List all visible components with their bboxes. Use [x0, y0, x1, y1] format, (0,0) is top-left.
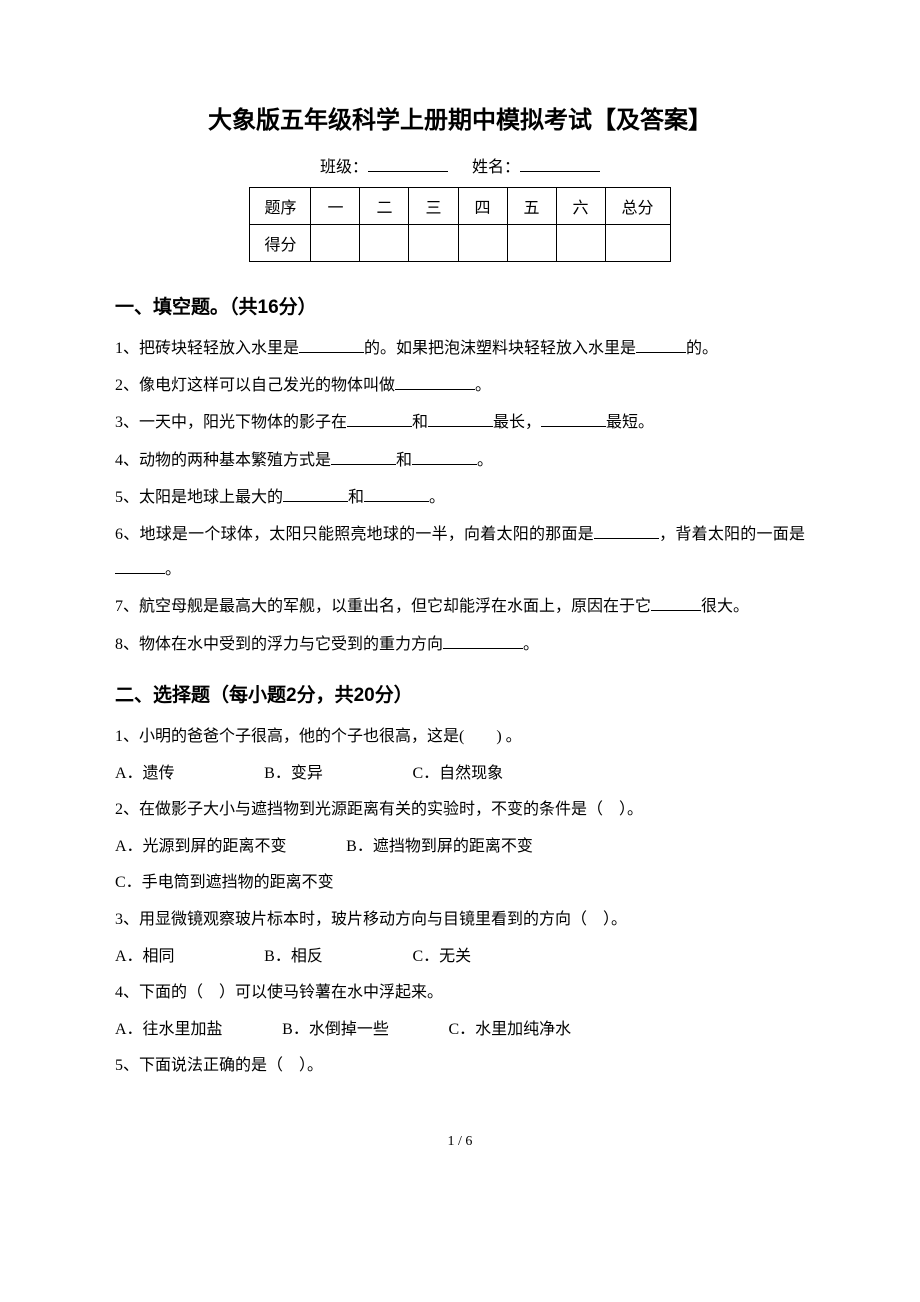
q-text: 的。如果把泡沫塑料块轻轻放入水里是: [364, 340, 636, 357]
score-cell[interactable]: [507, 225, 556, 262]
score-table-header-row: 题序 一 二 三 四 五 六 总分: [250, 188, 670, 225]
fill-blank[interactable]: [412, 449, 477, 465]
s1-q7: 7、航空母舰是最高大的军舰，以重出名，但它却能浮在水面上，原因在于它 很大。: [115, 589, 805, 624]
fill-blank[interactable]: [331, 449, 396, 465]
s1-q8: 8、物体在水中受到的浮力与它受到的重力方向 。: [115, 627, 805, 662]
q-text: 最长，: [493, 414, 541, 431]
option-b[interactable]: B．变异: [264, 756, 323, 791]
header-cell: 总分: [605, 188, 670, 225]
s2-q2-options: A．光源到屏的距离不变 B．遮挡物到屏的距离不变: [115, 829, 805, 865]
section1-heading: 一、填空题。（共16分）: [115, 292, 805, 319]
class-blank[interactable]: [368, 156, 448, 172]
exam-title: 大象版五年级科学上册期中模拟考试【及答案】: [115, 100, 805, 135]
fill-blank[interactable]: [541, 411, 606, 427]
header-cell: 五: [507, 188, 556, 225]
s1-q2: 2、像电灯这样可以自己发光的物体叫做 。: [115, 368, 805, 403]
s1-q4: 4、动物的两种基本繁殖方式是 和 。: [115, 443, 805, 478]
option-a[interactable]: A．往水里加盐: [115, 1012, 223, 1047]
fill-blank[interactable]: [364, 486, 429, 502]
q-text: 1、把砖块轻轻放入水里是: [115, 340, 299, 357]
q-text: 6、地球是一个球体，太阳只能照亮地球的一半，向着太阳的那面是: [115, 526, 594, 543]
option-b[interactable]: B．遮挡物到屏的距离不变: [346, 829, 533, 864]
fill-blank[interactable]: [283, 486, 348, 502]
s2-q1: 1、小明的爸爸个子很高，他的个子也很高，这是( ) 。: [115, 719, 805, 754]
option-a[interactable]: A．遗传: [115, 756, 175, 791]
s2-q3-options: A．相同 B．相反 C．无关: [115, 939, 805, 975]
q-text: 7、航空母舰是最高大的军舰，以重出名，但它却能浮在水面上，原因在于它: [115, 598, 651, 615]
score-cell[interactable]: [311, 225, 360, 262]
header-cell: 三: [409, 188, 458, 225]
s2-q5: 5、下面说法正确的是（ ）。: [115, 1048, 805, 1083]
q-text: 4、动物的两种基本繁殖方式是: [115, 452, 331, 469]
q-text: 3、一天中，阳光下物体的影子在: [115, 414, 347, 431]
fill-blank[interactable]: [347, 411, 412, 427]
q-text: 和: [412, 414, 428, 431]
s1-q1: 1、把砖块轻轻放入水里是 的。如果把泡沫塑料块轻轻放入水里是 的。: [115, 331, 805, 366]
score-label-cell: 得分: [250, 225, 311, 262]
option-c[interactable]: C．自然现象: [412, 756, 503, 791]
s2-q2-options-c: C．手电筒到遮挡物的距离不变: [115, 865, 805, 901]
header-cell: 四: [458, 188, 507, 225]
fill-blank[interactable]: [651, 595, 701, 611]
header-cell: 六: [556, 188, 605, 225]
fill-blank[interactable]: [594, 523, 659, 539]
s2-q4: 4、下面的（ ）可以使马铃薯在水中浮起来。: [115, 975, 805, 1010]
fill-blank[interactable]: [636, 337, 686, 353]
option-c[interactable]: C．无关: [412, 939, 471, 974]
s2-q1-options: A．遗传 B．变异 C．自然现象: [115, 756, 805, 792]
fill-blank[interactable]: [299, 337, 364, 353]
option-c[interactable]: C．手电筒到遮挡物的距离不变: [115, 865, 334, 900]
fill-blank[interactable]: [115, 558, 165, 574]
option-b[interactable]: B．相反: [264, 939, 323, 974]
score-cell[interactable]: [605, 225, 670, 262]
section2-heading: 二、选择题（每小题2分，共20分）: [115, 680, 805, 707]
s1-q6: 6、地球是一个球体，太阳只能照亮地球的一半，向着太阳的那面是 ，背着太阳的一面是。: [115, 517, 805, 587]
s2-q2: 2、在做影子大小与遮挡物到光源距离有关的实验时，不变的条件是（ ）。: [115, 792, 805, 827]
option-b[interactable]: B．水倒掉一些: [282, 1012, 389, 1047]
q-text: 。: [523, 636, 539, 653]
header-cell: 一: [311, 188, 360, 225]
q-text: 。: [477, 452, 493, 469]
q-text: 8、物体在水中受到的浮力与它受到的重力方向: [115, 636, 443, 653]
s2-q4-options: A．往水里加盐 B．水倒掉一些 C．水里加纯净水: [115, 1012, 805, 1048]
option-a[interactable]: A．光源到屏的距离不变: [115, 829, 287, 864]
student-info-row: 班级： 姓名：: [115, 153, 805, 177]
q-text: 和: [348, 489, 364, 506]
fill-blank[interactable]: [395, 374, 475, 390]
q-text: 的。: [686, 340, 718, 357]
score-table: 题序 一 二 三 四 五 六 总分 得分: [249, 187, 670, 262]
q-text: 2、像电灯这样可以自己发光的物体叫做: [115, 377, 395, 394]
s1-q3: 3、一天中，阳光下物体的影子在 和 最长， 最短。: [115, 405, 805, 440]
score-cell[interactable]: [409, 225, 458, 262]
q-text: ，背着太阳的一面是: [659, 526, 805, 543]
q-text: 。: [475, 377, 491, 394]
q-text: 。: [165, 561, 181, 578]
score-cell[interactable]: [458, 225, 507, 262]
s2-q3: 3、用显微镜观察玻片标本时，玻片移动方向与目镜里看到的方向（ ）。: [115, 902, 805, 937]
option-c[interactable]: C．水里加纯净水: [448, 1012, 571, 1047]
option-a[interactable]: A．相同: [115, 939, 175, 974]
score-cell[interactable]: [556, 225, 605, 262]
fill-blank[interactable]: [428, 411, 493, 427]
q-text: 。: [429, 489, 445, 506]
s1-q5: 5、太阳是地球上最大的 和 。: [115, 480, 805, 515]
class-label: 班级：: [320, 159, 368, 176]
page-number: 1 / 6: [115, 1134, 805, 1150]
name-blank[interactable]: [520, 156, 600, 172]
fill-blank[interactable]: [443, 633, 523, 649]
score-table-score-row: 得分: [250, 225, 670, 262]
score-cell[interactable]: [360, 225, 409, 262]
q-text: 很大。: [701, 598, 749, 615]
q-text: 和: [396, 452, 412, 469]
header-cell: 二: [360, 188, 409, 225]
header-cell: 题序: [250, 188, 311, 225]
q-text: 最短。: [606, 414, 654, 431]
name-label: 姓名：: [472, 159, 520, 176]
q-text: 5、太阳是地球上最大的: [115, 489, 283, 506]
